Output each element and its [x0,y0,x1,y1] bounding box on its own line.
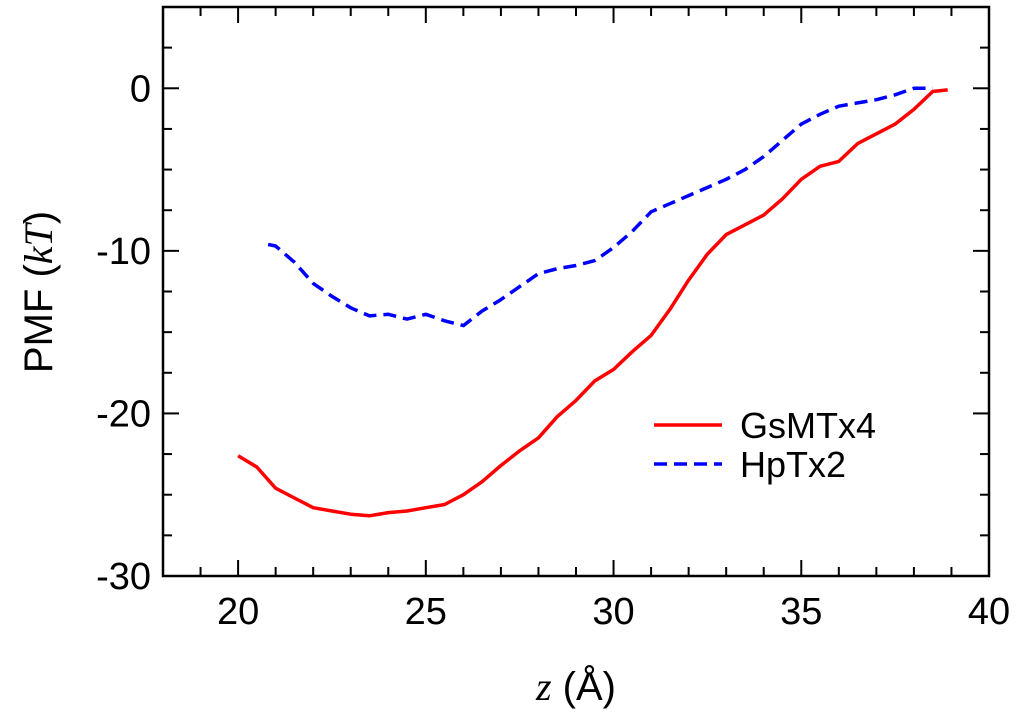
legend-label-gsmtx4: GsMTx4 [740,405,876,446]
y-tick-label: 0 [130,68,151,110]
series-layer [237,86,948,518]
y-axis-label: PMF (kT) [16,211,61,373]
x-tick-label: 40 [968,591,1010,633]
plot-frame [161,5,991,578]
y-axis-variable: kT [16,221,61,264]
x-axis-unit: (Å) [552,664,616,709]
x-tick-label: 30 [592,591,634,633]
legend-label-hptx2: HpTx2 [740,444,846,485]
x-axis-label: z (Å) [535,664,616,709]
y-tick-label: -30 [96,556,151,598]
y-axis-suffix: ) [17,211,61,224]
axis-ticks [162,6,990,577]
y-tick-label: -20 [96,393,151,435]
tick-labels: 20 25 30 35 40 -30 -20 -10 0 [96,68,1010,633]
x-axis-variable: z [535,664,552,709]
x-tick-label: 20 [217,591,259,633]
y-axis-prefix: PMF ( [17,264,61,374]
y-tick-label: -10 [96,231,151,273]
x-tick-label: 35 [780,591,822,633]
x-tick-label: 25 [405,591,447,633]
series-line-hptx2 [267,86,933,328]
series-line-gsmtx4 [237,88,948,518]
